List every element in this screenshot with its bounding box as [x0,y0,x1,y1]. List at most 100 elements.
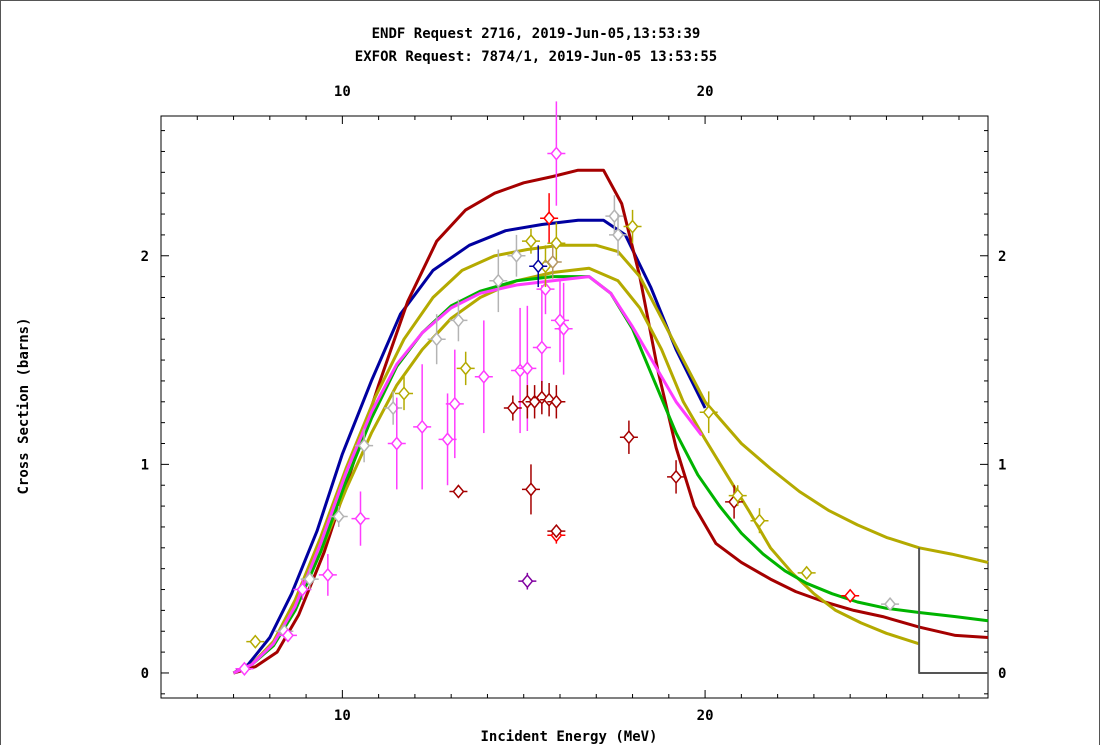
point-marker [550,236,563,251]
data-point [507,234,526,277]
point-marker [492,273,505,288]
point-marker [554,313,566,328]
data-point [667,460,686,494]
point-marker [398,386,410,401]
data-point [449,484,468,499]
series-curve-frame [918,547,988,674]
point-marker [452,313,465,328]
data-point [474,320,493,434]
data-point [445,349,464,459]
point-marker [448,396,461,412]
series-curve-olive [232,243,989,675]
data-point [427,314,446,365]
data-point [547,222,566,265]
point-marker [800,565,813,581]
point-marker [702,405,715,420]
point-marker [524,233,537,249]
evaluation-curves [232,168,989,675]
data-point [449,299,468,342]
chart-title-line-2: EXFOR Request: 7874/1, 2019-Jun-05 13:53… [355,49,717,65]
plot-area [160,115,989,699]
point-marker [550,394,563,409]
point-marker [296,582,309,597]
data-point [623,209,642,244]
data-point [489,249,508,313]
data-point [529,245,548,288]
y-tick-label-left: 1 [141,457,149,473]
data-point [550,278,569,363]
data-point [387,397,406,490]
data-point [318,554,337,596]
data-point [351,491,370,546]
point-marker [510,248,523,263]
point-marker [884,596,897,612]
point-marker [354,511,367,526]
data-point [547,385,566,419]
data-point [518,572,537,590]
data-point [456,351,475,386]
point-marker [416,419,429,434]
data-point [246,634,265,649]
data-point [725,485,744,519]
series-curve-navy [232,218,707,675]
point-marker [521,361,534,376]
point-marker [459,361,472,376]
point-marker [543,211,556,226]
point-marker [535,340,548,355]
point-marker [441,432,454,447]
point-marker [622,430,635,445]
point-marker [670,469,683,485]
point-marker [358,438,371,453]
point-marker [844,588,857,603]
data-point [540,193,559,244]
data-point [881,596,900,612]
point-marker [550,146,563,161]
point-marker [626,219,639,234]
point-marker [546,254,559,270]
point-marker [321,567,334,583]
data-point [384,391,403,425]
x-tick-label-bottom: 20 [697,708,714,724]
y-axis-label: Cross Section (barns) [16,317,32,494]
data-point [300,568,319,590]
x-axis-label: Incident Energy (MeV) [480,729,657,745]
data-point [609,214,628,256]
data-point [329,506,348,527]
data-point [438,393,457,486]
point-marker [506,400,519,416]
point-marker [524,482,537,497]
point-marker [390,436,403,451]
data-point [503,395,522,421]
point-marker [521,574,534,589]
point-marker [753,513,766,528]
data-point [413,364,432,490]
point-marker [731,488,744,503]
point-marker [303,571,316,587]
data-point [293,579,312,600]
point-marker [238,661,251,676]
point-marker [612,227,625,243]
point-marker [532,259,545,274]
data-point [547,523,566,539]
data-point [395,376,414,411]
x-tick-label-top: 20 [697,84,714,100]
data-point [554,282,573,375]
data-point [728,485,747,507]
series-curve-darkred [233,168,989,675]
y-tick-label-left: 0 [141,666,149,682]
data-point [355,428,374,463]
point-marker [452,484,465,499]
data-point [619,420,638,454]
point-marker [477,369,490,384]
y-tick-label-left: 2 [141,249,149,265]
x-tick-label-bottom: 10 [334,708,351,724]
data-point [699,391,718,434]
x-tick-label-top: 10 [334,84,351,100]
series-curve-magenta [232,275,703,675]
y-tick-label-right: 1 [998,457,1006,473]
data-point [521,228,540,254]
data-point [841,588,860,603]
data-point [750,508,769,534]
